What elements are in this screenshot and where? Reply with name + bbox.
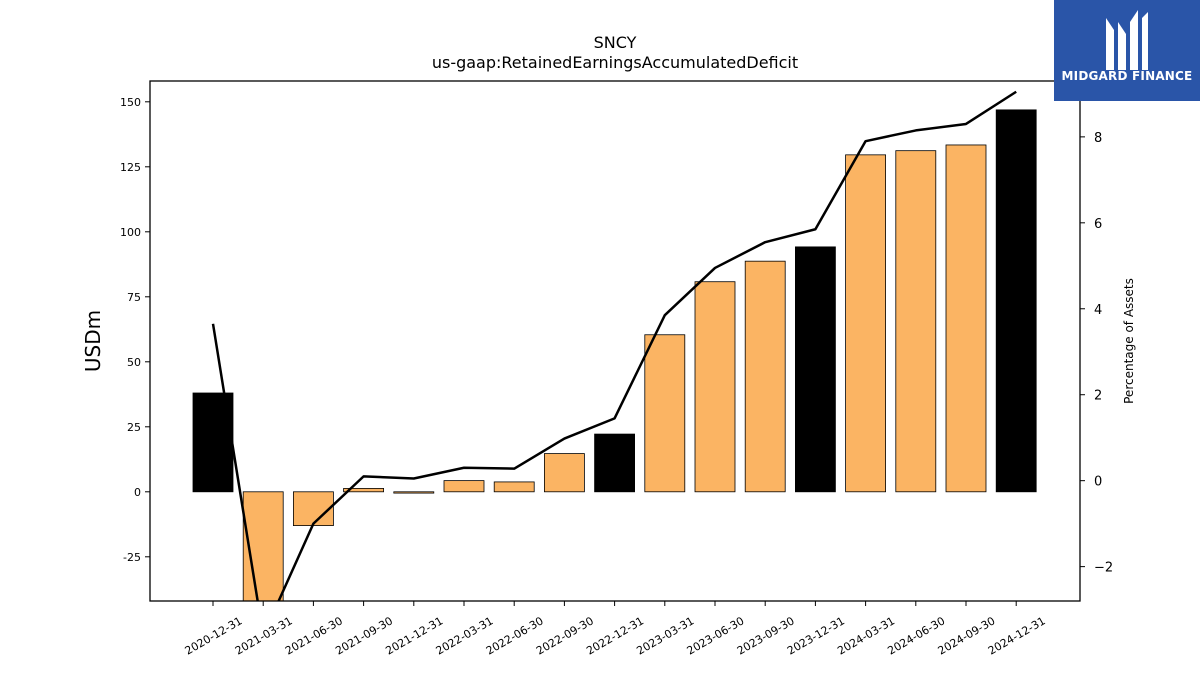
logo: MIDGARD FINANCE — [1054, 0, 1200, 101]
y-tick-label: 100 — [120, 226, 141, 239]
bar-2022-06-30 — [493, 481, 535, 493]
bar-series — [192, 109, 1037, 601]
logo-text: MIDGARD FINANCE — [1061, 69, 1193, 83]
y-axis: -25 0 25 50 75 100 125 150 — [120, 96, 150, 564]
y-tick-label: 50 — [127, 356, 141, 369]
bar-2023-12-31 — [795, 246, 836, 493]
bar-2024-03-31 — [845, 154, 886, 493]
bar-2021-09-30 — [343, 488, 385, 493]
y2-tick-label: −2 — [1094, 561, 1113, 576]
pct-assets-line — [211, 90, 1017, 601]
y2-tick-label: 4 — [1094, 303, 1102, 318]
y-tick-label: 125 — [120, 161, 141, 174]
bar-2021-12-31 — [393, 491, 435, 494]
bar-2022-09-30 — [544, 453, 585, 493]
y2-tick-label: 0 — [1094, 475, 1102, 490]
y-tick-label: 75 — [127, 291, 141, 304]
y2-tick-label: 2 — [1094, 389, 1102, 404]
x-axis: 2020-12-312021-03-312021-06-302021-09-30… — [183, 601, 1048, 658]
y2-tick-label: 6 — [1094, 217, 1102, 232]
bar-2024-06-30 — [895, 150, 937, 493]
y-tick-label: 150 — [120, 96, 141, 109]
y2-axis-label: Percentage of Assets — [1122, 278, 1136, 404]
chart-subtitle: us-gaap:RetainedEarningsAccumulatedDefic… — [432, 53, 798, 72]
bar-2022-12-31 — [594, 433, 635, 493]
x-tick-label: 2024-12-31 — [986, 614, 1048, 657]
y2-axis: −2 0 2 4 6 8 — [1080, 131, 1113, 576]
bar-2023-09-30 — [744, 260, 786, 493]
y-axis-label: USDm — [81, 310, 105, 372]
y-tick-label: -25 — [123, 551, 141, 564]
y-tick-label: 25 — [127, 421, 141, 434]
bar-2024-09-30 — [945, 144, 987, 493]
y-tick-label: 0 — [134, 486, 141, 499]
y2-tick-label: 8 — [1094, 131, 1102, 146]
logo-mark-icon — [1106, 10, 1148, 70]
plot-frame — [149, 80, 1081, 602]
bar-2023-03-31 — [644, 334, 686, 493]
line-series — [211, 90, 1017, 601]
bar-2021-06-30 — [292, 491, 334, 526]
chart-title: SNCY — [594, 33, 637, 52]
bar-2022-03-31 — [443, 480, 485, 493]
bar-2023-06-30 — [694, 281, 736, 493]
bar-2024-12-31 — [995, 109, 1037, 493]
